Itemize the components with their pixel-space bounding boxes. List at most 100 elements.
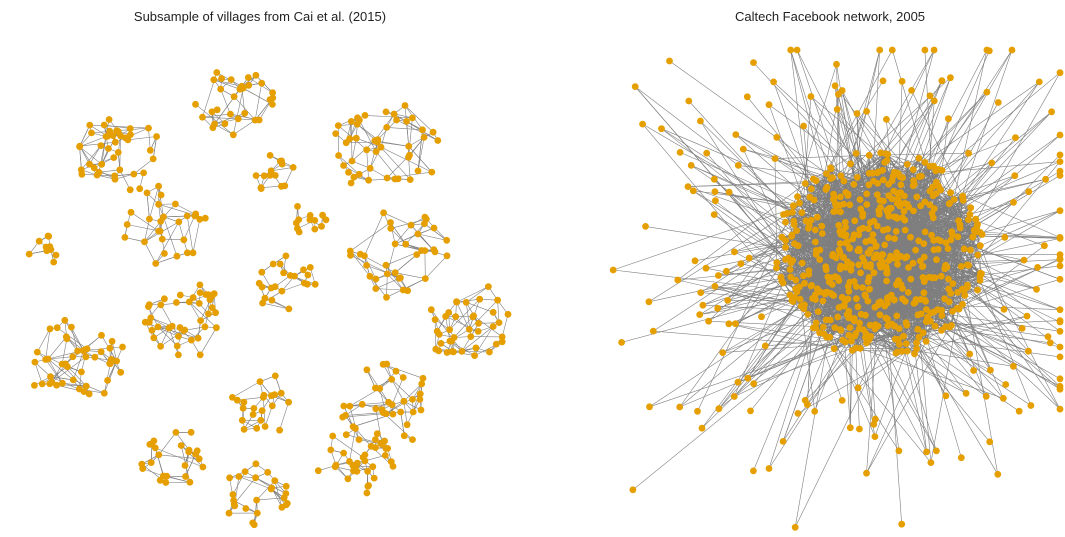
node xyxy=(400,432,408,440)
node xyxy=(229,394,236,401)
node xyxy=(345,169,352,176)
edge xyxy=(403,383,422,402)
node xyxy=(147,440,155,448)
node xyxy=(938,77,946,85)
edge xyxy=(356,137,382,148)
node xyxy=(829,174,836,182)
node xyxy=(666,57,673,65)
node xyxy=(827,274,835,282)
node xyxy=(191,212,199,220)
node xyxy=(231,502,239,510)
node xyxy=(931,322,939,330)
node xyxy=(421,247,429,255)
edge xyxy=(812,177,833,299)
edge xyxy=(866,342,1014,367)
edge xyxy=(186,215,194,253)
node xyxy=(64,363,71,371)
node xyxy=(259,299,266,307)
node xyxy=(878,258,886,266)
edge xyxy=(364,255,377,280)
node xyxy=(383,124,391,131)
node xyxy=(354,114,361,122)
node xyxy=(903,321,911,329)
edge xyxy=(469,299,498,330)
node xyxy=(863,469,870,477)
node xyxy=(97,348,105,356)
node xyxy=(150,334,158,342)
node xyxy=(353,459,361,467)
node xyxy=(161,295,168,303)
node xyxy=(68,323,75,331)
node xyxy=(369,463,377,471)
edge xyxy=(233,119,256,136)
node xyxy=(239,404,247,412)
node xyxy=(892,335,899,343)
node xyxy=(458,348,466,355)
node xyxy=(731,248,738,256)
edge xyxy=(424,223,447,241)
node xyxy=(871,325,879,333)
node xyxy=(182,473,189,480)
edge xyxy=(233,88,244,135)
node xyxy=(824,289,831,296)
edge xyxy=(383,364,424,379)
node xyxy=(388,376,396,383)
node xyxy=(845,314,853,322)
node xyxy=(401,102,409,109)
edge xyxy=(394,224,412,245)
edge xyxy=(677,183,806,281)
node xyxy=(127,131,134,139)
node xyxy=(260,172,268,180)
node xyxy=(199,463,207,471)
node xyxy=(258,268,266,276)
node xyxy=(921,159,929,166)
node xyxy=(278,157,285,165)
node xyxy=(285,305,293,313)
edge xyxy=(71,327,78,352)
node xyxy=(259,393,267,401)
node xyxy=(922,338,930,345)
node xyxy=(846,244,853,252)
node xyxy=(711,282,719,290)
node xyxy=(486,348,493,356)
node xyxy=(898,77,906,85)
node xyxy=(818,230,826,237)
node xyxy=(414,230,422,238)
node xyxy=(1056,207,1064,215)
edge xyxy=(803,125,811,198)
node xyxy=(268,484,276,492)
node xyxy=(831,324,839,331)
edge xyxy=(79,136,107,147)
node xyxy=(945,285,953,293)
node xyxy=(819,323,827,331)
node xyxy=(255,279,263,287)
node xyxy=(495,319,503,326)
node xyxy=(806,193,814,201)
node xyxy=(1008,46,1016,54)
node xyxy=(391,240,399,248)
edge xyxy=(107,360,117,381)
node xyxy=(880,197,887,205)
node xyxy=(852,344,860,352)
edge xyxy=(735,294,791,324)
node xyxy=(352,134,360,142)
node xyxy=(155,200,163,208)
node xyxy=(370,474,378,482)
node xyxy=(113,127,121,135)
node xyxy=(339,413,347,421)
node xyxy=(177,442,185,449)
node xyxy=(676,149,684,156)
node xyxy=(867,333,875,340)
node xyxy=(1056,405,1064,413)
node xyxy=(117,132,124,140)
node xyxy=(782,256,789,263)
edge xyxy=(45,359,63,384)
node xyxy=(786,266,794,273)
edge xyxy=(254,83,262,121)
node xyxy=(31,358,39,366)
node xyxy=(306,216,314,224)
node xyxy=(888,46,896,54)
node xyxy=(1056,343,1064,351)
edge xyxy=(237,397,264,401)
node xyxy=(399,374,407,381)
